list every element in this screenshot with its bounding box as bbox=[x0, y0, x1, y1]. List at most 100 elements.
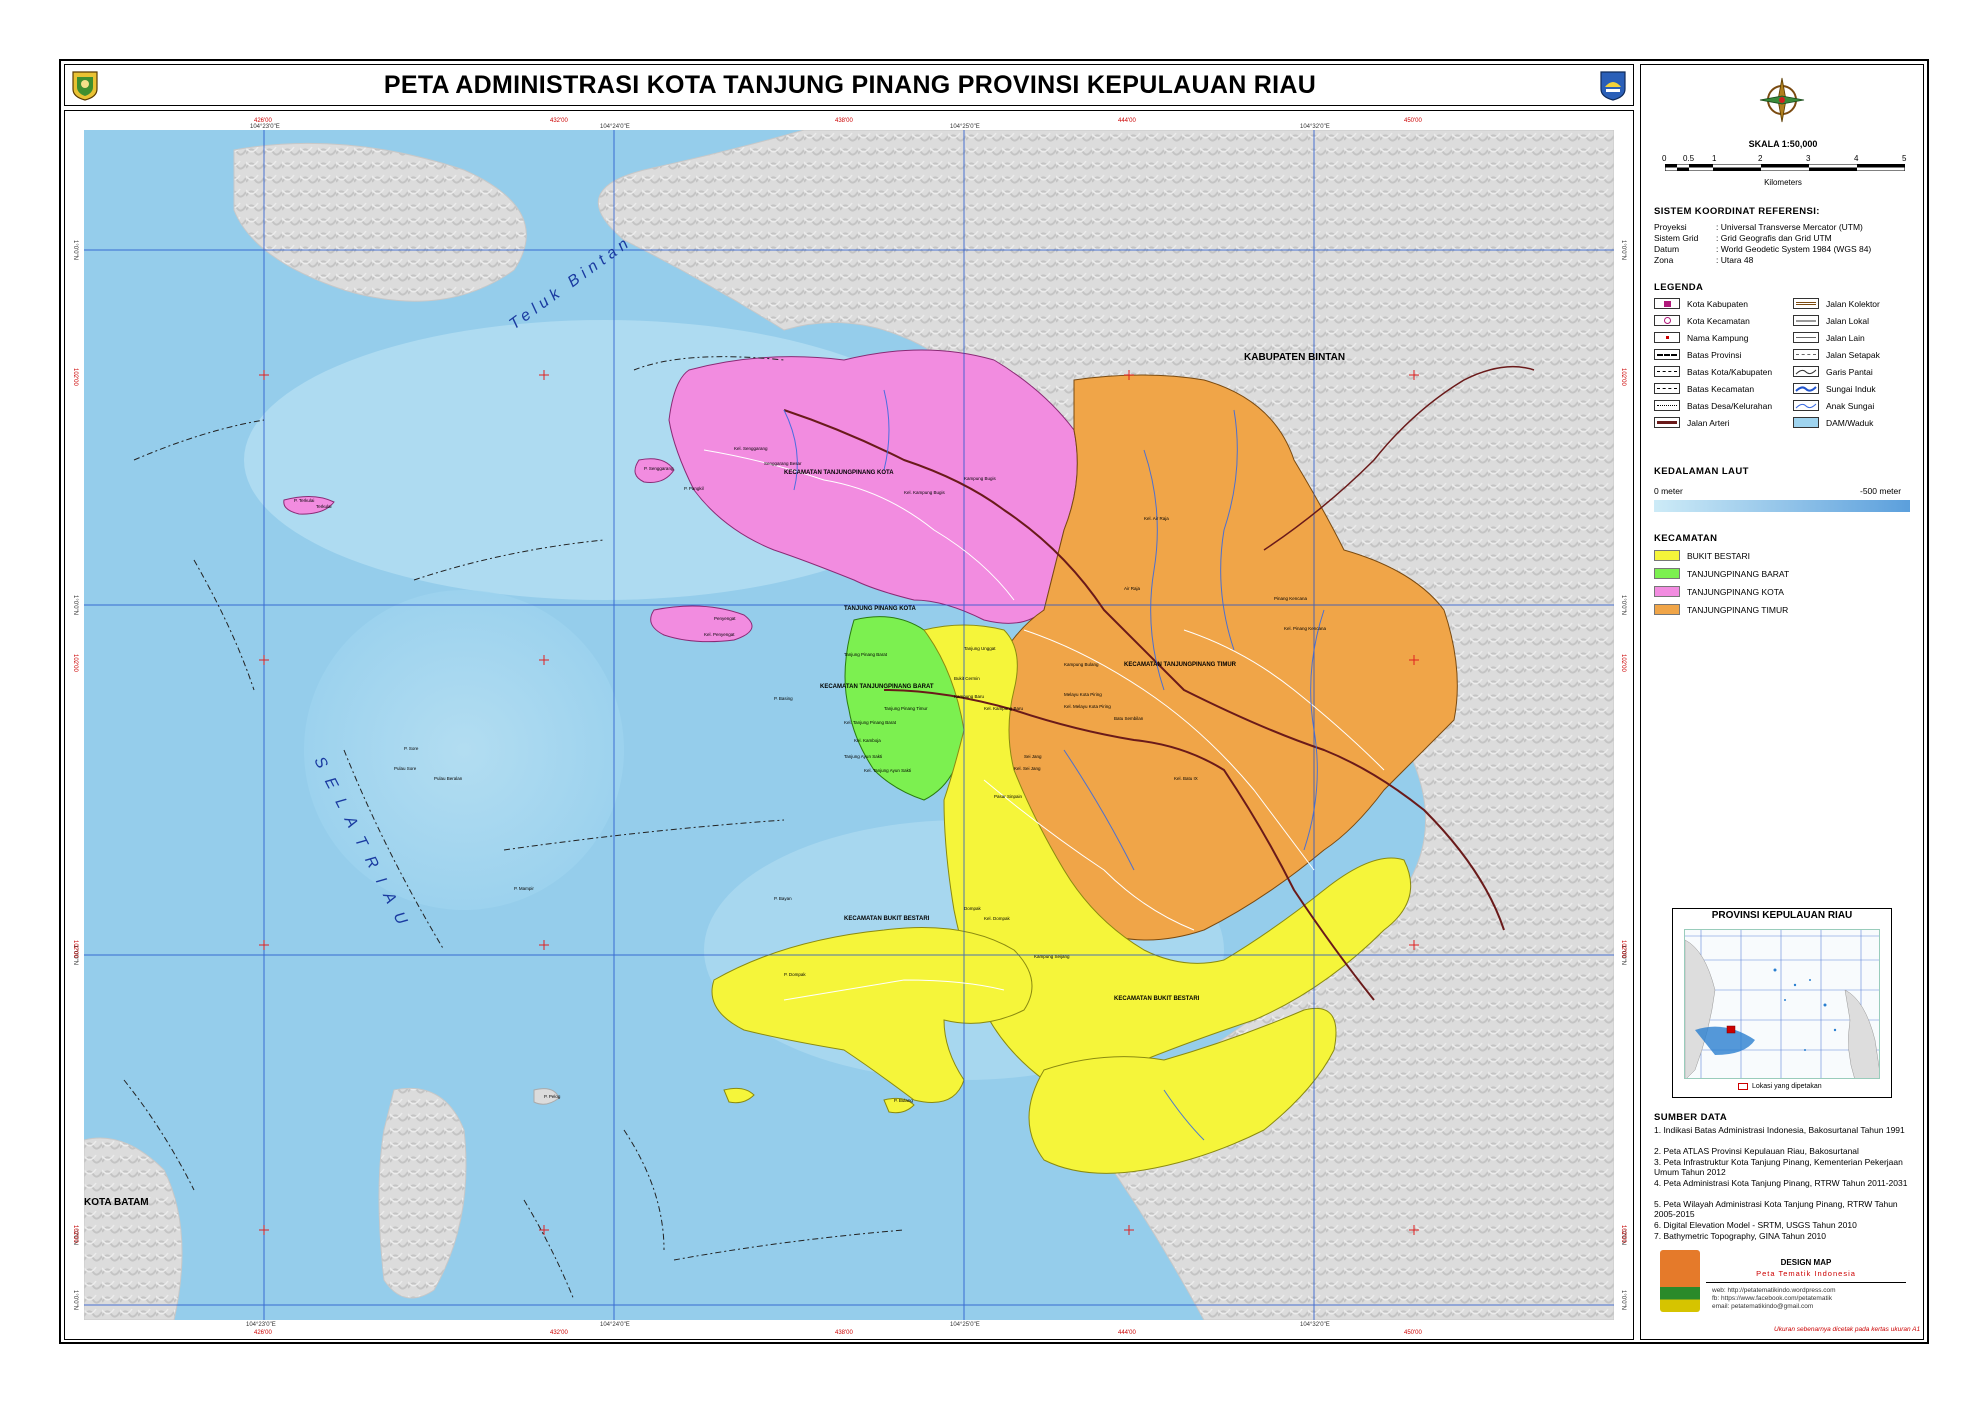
grid-crosses bbox=[259, 370, 1419, 1235]
legend-item: Jalan Lain bbox=[1793, 332, 1865, 343]
place-label: Kel. Air Raja bbox=[1144, 516, 1169, 521]
jalan-lain-symbol-icon bbox=[1793, 332, 1819, 343]
design-email-link[interactable]: email: petatematikindo@gmail.com bbox=[1712, 1303, 1814, 1310]
source-item: 7. Bathymetric Topography, GINA Tahun 20… bbox=[1654, 1231, 1826, 1241]
legend-item: Batas Kota/Kabupaten bbox=[1654, 366, 1772, 377]
island-small-yellow-2 bbox=[883, 1097, 915, 1114]
design-title: DESIGN MAP bbox=[1780, 1258, 1832, 1267]
legend-item: Jalan Arteri bbox=[1654, 417, 1730, 428]
map-canvas[interactable]: Teluk Bintan S E L A T R I A U KABUPATEN… bbox=[84, 130, 1614, 1320]
source-item: 2. Peta ATLAS Provinsi Kepulauan Riau, B… bbox=[1654, 1146, 1859, 1156]
roads bbox=[703, 365, 1535, 1001]
inset-note: Lokasi yang dipetakan bbox=[1738, 1083, 1822, 1090]
depth-max: -500 meter bbox=[1860, 486, 1902, 496]
place-label: Tanjung Unggat bbox=[964, 646, 996, 651]
nw-landmass bbox=[233, 142, 527, 302]
legend-item: Anak Sungai bbox=[1793, 400, 1874, 411]
legend-heading: LEGENDA bbox=[1654, 282, 1704, 293]
scale-tick: 0 bbox=[1662, 154, 1667, 163]
grid-label-bottom: 450'00 bbox=[1404, 1330, 1422, 1336]
legend-item: Sungai Induk bbox=[1793, 383, 1876, 394]
grid-label-left: 1°0'0"N bbox=[72, 945, 78, 966]
island-small-grey bbox=[533, 1088, 560, 1105]
grid-label-right: 102'00 bbox=[1620, 940, 1626, 958]
shallow-sea-west bbox=[304, 590, 624, 910]
crs-row: Sistem Grid: Grid Geografis dan Grid UTM bbox=[1654, 233, 1832, 243]
place-label: Kel. Melayu Kota Piring bbox=[1064, 704, 1111, 709]
grid-label-top: 104°25'0"E bbox=[950, 124, 980, 130]
scale-tick: 3 bbox=[1806, 154, 1811, 163]
grid-label-left: 102'00 bbox=[72, 1225, 78, 1243]
kecamatan-bukit-bestari-mainland[interactable] bbox=[923, 624, 1412, 1083]
place-label: Kel. Sei Jang bbox=[1014, 766, 1041, 771]
print-size-note: Ukuran sebenarnya dicetak pada kertas uk… bbox=[1774, 1326, 1921, 1333]
label-kec-kota: KECAMATAN TANJUNGPINANG KOTA bbox=[784, 470, 894, 476]
place-label: Kampung Seijang bbox=[1034, 954, 1070, 959]
kecamatan-tanjungpinang-timur[interactable] bbox=[990, 374, 1458, 941]
grid-label-right: 1°0'0"N bbox=[1620, 240, 1626, 261]
place-label: Pulau Beralan bbox=[434, 776, 463, 781]
inset-map bbox=[1684, 929, 1880, 1079]
kecamatan-item: TANJUNGPINANG TIMUR bbox=[1654, 604, 1788, 615]
grid-label-right: 102'00 bbox=[1620, 368, 1626, 386]
grid-label-bottom: 104°23'0"E bbox=[246, 1322, 276, 1328]
legend-item: Kota Kabupaten bbox=[1654, 298, 1748, 309]
batas-kota-symbol-icon bbox=[1654, 366, 1680, 377]
legend-item: Jalan Lokal bbox=[1793, 315, 1869, 326]
design-subtitle: Peta Tematik Indonesia bbox=[1756, 1269, 1856, 1278]
label-kec-bestari-2: KECAMATAN BUKIT BESTARI bbox=[1114, 996, 1200, 1002]
grid-label-bottom: 104°24'0"E bbox=[600, 1322, 630, 1328]
place-label: Kel. Tanjung Pinang Barat bbox=[844, 720, 897, 725]
place-label: Kel. Kampung Baru bbox=[984, 706, 1024, 711]
grid-label-bottom: 104°32'0"E bbox=[1300, 1322, 1330, 1328]
depth-min: 0 meter bbox=[1654, 486, 1683, 496]
legend-item: Batas Provinsi bbox=[1654, 349, 1741, 360]
source-item: 1. Indikasi Batas Administrasi Indonesia… bbox=[1654, 1125, 1905, 1135]
kecamatan-item: BUKIT BESTARI bbox=[1654, 550, 1750, 561]
place-label: Air Raja bbox=[1124, 586, 1141, 591]
batas-provinsi-symbol-icon bbox=[1654, 349, 1680, 360]
design-logo-icon bbox=[1660, 1250, 1700, 1312]
place-label: Dompak bbox=[964, 906, 982, 911]
grid-label-bottom: 432'00 bbox=[550, 1330, 568, 1336]
place-label: Penyengat bbox=[714, 616, 736, 621]
crs-heading: SISTEM KOORDINAT REFERENSI: bbox=[1654, 206, 1820, 217]
place-label: Tanjung Pinang Timur bbox=[884, 706, 928, 711]
legend-item: Jalan Kolektor bbox=[1793, 298, 1880, 309]
jalan-arteri-symbol-icon bbox=[1654, 417, 1680, 428]
batas-desa-symbol-icon bbox=[1654, 400, 1680, 411]
place-label: Sei Jang bbox=[1024, 754, 1042, 759]
title-bar: PETA ADMINISTRASI KOTA TANJUNG PINANG PR… bbox=[64, 64, 1634, 106]
label-kab-bintan: KABUPATEN BINTAN bbox=[1244, 352, 1345, 363]
grid-label-top: 438'00 bbox=[835, 118, 853, 124]
location-box-icon bbox=[1738, 1083, 1748, 1090]
legend-item: Kota Kecamatan bbox=[1654, 315, 1750, 326]
design-fb-link[interactable]: fb: https://www.facebook.com/petatematik bbox=[1712, 1295, 1832, 1302]
place-label: P. Dompak bbox=[784, 972, 806, 977]
garis-pantai-symbol-icon bbox=[1793, 366, 1819, 377]
grid-label-bottom: 444'00 bbox=[1118, 1330, 1136, 1336]
place-label: Senggarang Besar bbox=[764, 461, 802, 466]
label-kec-bestari-1: KECAMATAN BUKIT BESTARI bbox=[844, 916, 930, 922]
legend-item: Batas Kecamatan bbox=[1654, 383, 1754, 394]
source-item: 5. Peta Wilayah Administrasi Kota Tanjun… bbox=[1654, 1199, 1898, 1219]
kecamatan-item: TANJUNGPINANG KOTA bbox=[1654, 586, 1784, 597]
kecamatan-heading: KECAMATAN bbox=[1654, 533, 1718, 544]
map-svg: Teluk Bintan S E L A T R I A U KABUPATEN… bbox=[84, 130, 1614, 1320]
grid-label-left: 102'00 bbox=[72, 654, 78, 672]
scale-tick: 2 bbox=[1758, 154, 1763, 163]
place-label: P. Mampir bbox=[514, 886, 534, 891]
grid-label-top: 104°24'0"E bbox=[600, 124, 630, 130]
design-web-link[interactable]: web: http://petatematikindo.wordpress.co… bbox=[1712, 1287, 1836, 1294]
place-label: Kampung Baru bbox=[954, 694, 985, 699]
place-label: Pinang Kencana bbox=[1274, 596, 1308, 601]
crs-row: Proyeksi: Universal Transverse Mercator … bbox=[1654, 222, 1863, 232]
place-label: P. Pangkil bbox=[684, 486, 704, 491]
kecamatan-bukit-bestari-south[interactable] bbox=[1028, 1008, 1337, 1174]
grid-label-right: 102'00 bbox=[1620, 1225, 1626, 1243]
dam-waduk-symbol-icon bbox=[1793, 417, 1819, 428]
utm-grid bbox=[84, 130, 1614, 1320]
dompak-island[interactable] bbox=[711, 927, 1033, 1103]
kecamatan-tanjungpinang-kota[interactable] bbox=[668, 349, 1078, 624]
province-emblem-icon bbox=[1600, 71, 1626, 101]
